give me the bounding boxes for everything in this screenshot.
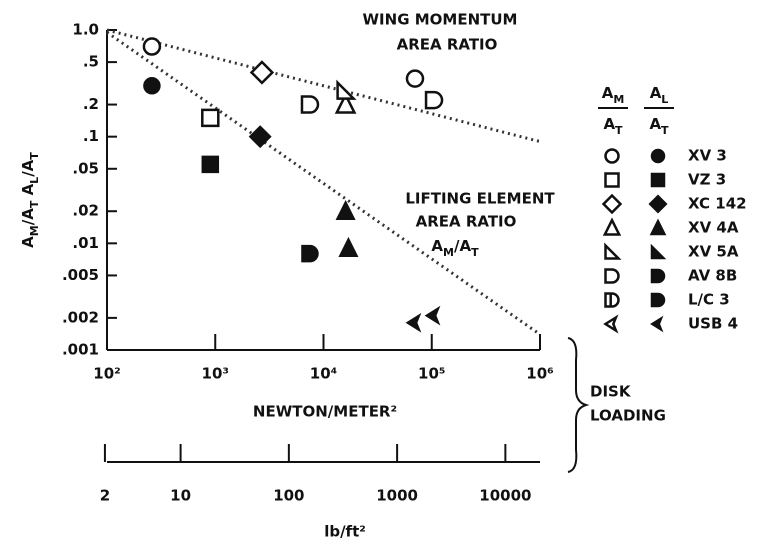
subscript: M — [28, 225, 41, 236]
legend-header: AT — [649, 115, 669, 137]
y-tick-label: .01 — [72, 234, 99, 252]
marker — [424, 90, 444, 110]
brace — [567, 337, 590, 473]
legend-symbol — [601, 193, 623, 215]
text-part: A — [649, 115, 661, 133]
text-part: /A — [19, 208, 37, 225]
legend-label: VZ 3 — [688, 171, 726, 189]
text-part: A — [650, 84, 662, 102]
x2-tick-label: 1000 — [376, 487, 418, 505]
legend-label: L/C 3 — [688, 291, 730, 309]
text-part: A — [602, 84, 614, 102]
subscript: T — [28, 152, 41, 160]
subscript: M — [443, 246, 454, 259]
x2-tick-label: 100 — [273, 487, 304, 505]
annotation: AREA RATIO — [397, 36, 498, 54]
text-part: A — [19, 183, 37, 200]
x-tick-label: 10³ — [202, 365, 229, 383]
legend-symbol — [604, 172, 620, 188]
legend-symbol — [604, 268, 620, 284]
y-tick-label: .05 — [72, 159, 99, 177]
marker — [301, 244, 319, 263]
x-tick-label: 10⁴ — [310, 365, 337, 383]
marker — [405, 312, 422, 333]
subscript: L — [661, 93, 668, 106]
legend-symbol — [650, 315, 664, 333]
marker — [334, 92, 357, 114]
legend-label: USB 4 — [688, 315, 738, 333]
y-tick-label: 1.0 — [72, 21, 99, 39]
legend-label: XV 4A — [688, 219, 739, 237]
legend-symbol — [648, 194, 668, 214]
subscript: L — [28, 177, 41, 184]
x-tick-label: 10² — [93, 365, 120, 383]
legend-label: XV 3 — [688, 147, 727, 165]
marker — [300, 95, 320, 114]
text-part: /A — [19, 159, 37, 176]
text-part: A — [431, 237, 443, 255]
y-tick-label: .2 — [83, 95, 99, 113]
legend-label: XC 142 — [688, 195, 747, 213]
legend-label: XV 5A — [688, 243, 739, 261]
legend-header: AM — [602, 84, 625, 106]
trend-line — [106, 28, 541, 144]
marker — [338, 236, 359, 257]
legend-symbol — [603, 314, 619, 334]
x2-axis-label: lb/ft² — [324, 523, 366, 541]
legend-symbol — [650, 243, 667, 260]
subscript: T — [28, 200, 41, 208]
legend-header: AL — [650, 84, 669, 106]
legend-symbol — [604, 292, 620, 308]
legend-symbol — [650, 148, 666, 164]
annotation: LIFTING ELEMENT — [405, 190, 555, 208]
legend-symbol — [604, 242, 622, 260]
y-tick-label: .002 — [62, 308, 99, 326]
trend-line — [106, 31, 541, 336]
marker — [143, 77, 161, 95]
legend-label: AV 8B — [688, 267, 737, 285]
marker — [201, 108, 220, 128]
axis-group-label: DISK — [590, 383, 632, 401]
x2-tick-label: 10000 — [479, 487, 531, 505]
legend-symbol — [649, 218, 667, 236]
marker — [405, 69, 425, 88]
annotation: WING MOMENTUM — [363, 11, 518, 29]
legend-symbol — [650, 268, 666, 284]
y-tick-label: .1 — [83, 127, 99, 145]
marker — [336, 79, 357, 100]
y-tick-label: .001 — [62, 341, 99, 359]
sub-text: AM/AT AL/AT — [19, 152, 41, 248]
legend-symbol — [602, 217, 622, 236]
marker — [201, 155, 220, 174]
legend-symbol — [650, 172, 666, 188]
marker — [142, 37, 162, 56]
legend-header: AT — [603, 115, 623, 137]
y-tick-label: .02 — [72, 202, 99, 220]
marker — [248, 125, 272, 149]
legend-symbol — [604, 148, 620, 164]
text-part: A — [603, 115, 615, 133]
subscript: T — [661, 124, 669, 137]
subscript: T — [471, 246, 479, 259]
subscript: M — [613, 93, 624, 106]
sub-text: AM/AT — [431, 237, 479, 259]
marker — [249, 60, 275, 85]
annotation: AREA RATIO — [416, 213, 517, 231]
x-tick-label: 10⁵ — [418, 365, 445, 383]
marker — [424, 305, 441, 326]
legend-symbol — [650, 292, 666, 308]
x-tick-label: 10⁶ — [526, 365, 553, 383]
x-axis-label: NEWTON/METER² — [253, 403, 397, 421]
marker — [335, 199, 356, 220]
text-part: A — [19, 236, 37, 248]
y-tick-label: .005 — [62, 266, 99, 284]
y-tick-label: .5 — [83, 53, 99, 71]
subscript: T — [615, 124, 623, 137]
x2-tick-label: 10 — [170, 487, 191, 505]
axis-group-label: LOADING — [590, 407, 666, 425]
text-part: /A — [454, 237, 471, 255]
x2-tick-label: 2 — [100, 487, 110, 505]
